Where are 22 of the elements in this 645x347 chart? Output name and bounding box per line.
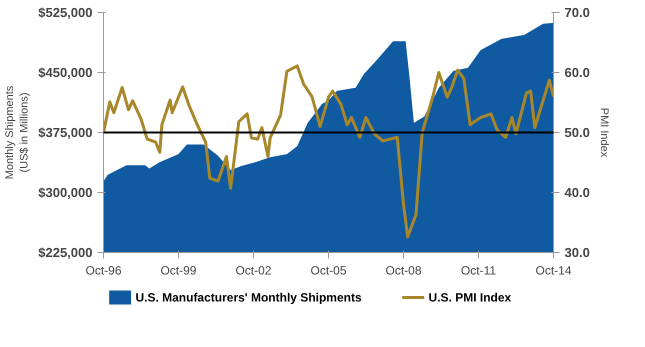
y2-tick-label: 30.0 [564,245,590,260]
y2-tick-label: 60.0 [564,65,590,80]
y2-axis-title: PMI Index [598,108,610,158]
y-tick-label: $300,000 [38,185,93,200]
x-tick-label: Oct-05 [310,264,347,278]
x-tick-label: Oct-14 [535,264,572,278]
y-tick-label: $375,000 [38,125,93,140]
y2-tick-label: 70.0 [564,5,590,20]
y2-tick-label: 50.0 [564,125,590,140]
y-tick-label: $450,000 [38,65,93,80]
x-tick-label: Oct-96 [85,264,122,278]
x-tick-label: Oct-11 [460,264,496,278]
line-series [104,64,554,238]
legend-label: U.S. Manufacturers' Monthly Shipments [135,290,362,304]
y-tick-label: $525,000 [38,5,93,20]
x-tick-label: Oct-08 [386,264,422,278]
x-tick-label: Oct-99 [160,264,197,278]
y-tick-label: $225,000 [38,245,93,260]
x-tick-label: Oct-02 [235,264,272,278]
y2-tick-label: 40.0 [564,185,590,200]
y-axis-title: Monthly Shipments (US$ in Millions) [4,85,30,180]
legend-label: U.S. PMI Index [428,290,512,304]
